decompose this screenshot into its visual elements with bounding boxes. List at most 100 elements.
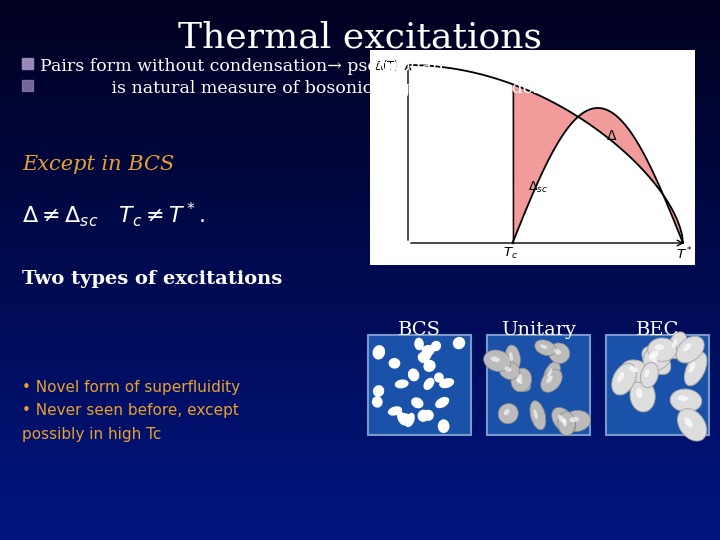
- Bar: [0, 83, 720, 85]
- Bar: [0, 47, 720, 49]
- Bar: [0, 266, 720, 268]
- Bar: [0, 403, 720, 405]
- Bar: [0, 259, 720, 261]
- Bar: [0, 137, 720, 139]
- Bar: [0, 54, 720, 56]
- Bar: [0, 342, 720, 344]
- Bar: [0, 150, 720, 151]
- Bar: [0, 135, 720, 137]
- Polygon shape: [512, 84, 683, 243]
- Ellipse shape: [511, 374, 531, 391]
- Ellipse shape: [435, 397, 449, 408]
- Bar: [0, 486, 720, 488]
- Bar: [0, 351, 720, 353]
- Bar: [0, 187, 720, 189]
- Bar: [0, 236, 720, 238]
- Bar: [0, 104, 720, 106]
- Bar: [0, 227, 720, 228]
- Bar: [0, 447, 720, 448]
- Bar: [0, 50, 720, 52]
- Bar: [0, 282, 720, 285]
- Ellipse shape: [373, 385, 384, 397]
- Bar: [0, 250, 720, 252]
- Bar: [0, 112, 720, 113]
- Bar: [0, 297, 720, 299]
- Bar: [0, 324, 720, 326]
- Ellipse shape: [654, 345, 664, 350]
- Bar: [0, 394, 720, 396]
- Ellipse shape: [431, 341, 441, 351]
- Text: Two types of excitations: Two types of excitations: [22, 270, 282, 288]
- Bar: [0, 366, 720, 367]
- Ellipse shape: [676, 336, 704, 363]
- Ellipse shape: [630, 380, 655, 412]
- Bar: [0, 173, 720, 174]
- Bar: [0, 12, 720, 15]
- Ellipse shape: [505, 345, 521, 370]
- Bar: [0, 157, 720, 158]
- Bar: [0, 247, 720, 248]
- Bar: [0, 245, 720, 247]
- Ellipse shape: [535, 340, 556, 356]
- Ellipse shape: [640, 362, 658, 388]
- Ellipse shape: [397, 411, 407, 426]
- Text: $\Delta \neq \Delta_{sc}$   $T_c \neq T^*.$: $\Delta \neq \Delta_{sc}$ $T_c \neq T^*.…: [22, 200, 204, 229]
- Bar: [0, 70, 720, 72]
- Bar: [0, 101, 720, 103]
- Text: Except in BCS: Except in BCS: [22, 155, 174, 174]
- Bar: [0, 110, 720, 112]
- Bar: [0, 508, 720, 509]
- Ellipse shape: [629, 366, 638, 372]
- Bar: [0, 239, 720, 241]
- Ellipse shape: [418, 352, 430, 363]
- Bar: [0, 333, 720, 335]
- Bar: [0, 346, 720, 347]
- Bar: [0, 309, 720, 312]
- Bar: [0, 198, 720, 200]
- Ellipse shape: [509, 352, 513, 361]
- Bar: [0, 86, 720, 88]
- Bar: [0, 490, 720, 491]
- Bar: [0, 27, 720, 29]
- Bar: [0, 335, 720, 336]
- Bar: [0, 470, 720, 471]
- Bar: [0, 531, 720, 533]
- Bar: [0, 528, 720, 529]
- Bar: [0, 304, 720, 306]
- Ellipse shape: [558, 411, 575, 436]
- Ellipse shape: [401, 416, 413, 427]
- Bar: [0, 212, 720, 214]
- Bar: [0, 238, 720, 239]
- Bar: [0, 20, 720, 22]
- Ellipse shape: [644, 369, 649, 377]
- Ellipse shape: [547, 368, 552, 377]
- Text: BCS: BCS: [398, 321, 441, 339]
- Bar: [0, 522, 720, 524]
- Bar: [0, 25, 720, 27]
- Bar: [0, 97, 720, 99]
- Bar: [0, 407, 720, 409]
- Bar: [0, 432, 720, 434]
- Bar: [0, 22, 720, 23]
- Ellipse shape: [541, 369, 562, 392]
- Text: Unitary: Unitary: [501, 321, 576, 339]
- Bar: [0, 164, 720, 166]
- Ellipse shape: [498, 403, 518, 424]
- Bar: [0, 495, 720, 497]
- Bar: [0, 252, 720, 254]
- Ellipse shape: [670, 389, 702, 412]
- Bar: [0, 92, 720, 93]
- Bar: [0, 270, 720, 272]
- Ellipse shape: [689, 362, 696, 373]
- Bar: [0, 360, 720, 362]
- Ellipse shape: [643, 343, 672, 371]
- Ellipse shape: [668, 332, 687, 359]
- Bar: [0, 93, 720, 96]
- Bar: [0, 481, 720, 482]
- Bar: [0, 16, 720, 18]
- Bar: [0, 263, 720, 265]
- Bar: [0, 420, 720, 421]
- Bar: [0, 38, 720, 39]
- Text: Pairs form without condensation→ pseudogap: Pairs form without condensation→ pseudog…: [40, 58, 443, 75]
- Text: $\Delta$(T): $\Delta$(T): [374, 58, 400, 73]
